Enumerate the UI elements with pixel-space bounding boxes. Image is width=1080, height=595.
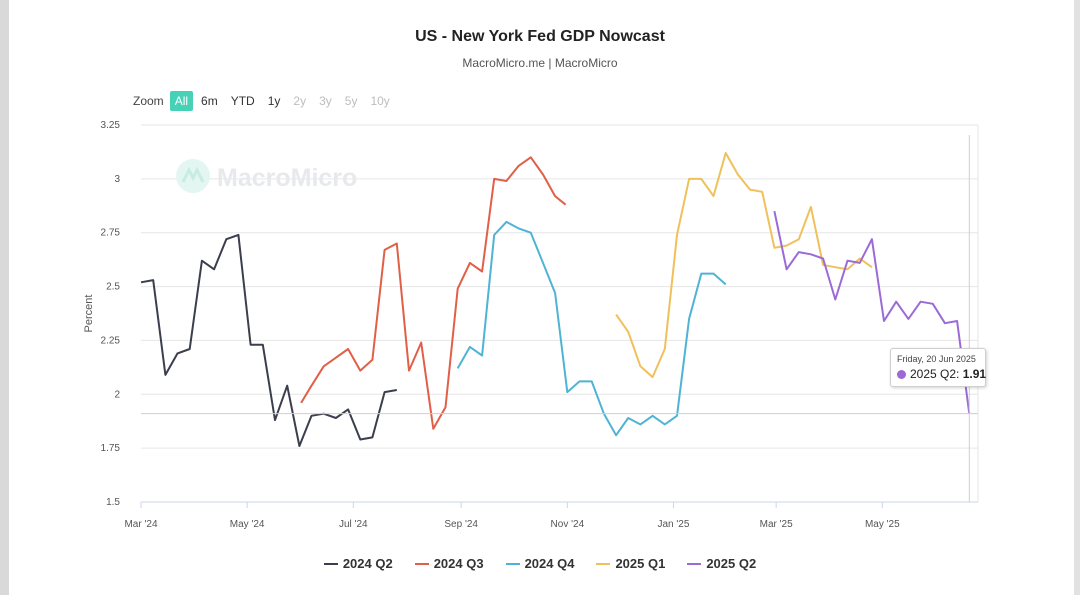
legend-label: 2024 Q2 [342, 556, 393, 571]
x-tick-label: Sep '24 [444, 519, 478, 530]
series-line-2024-q4[interactable] [456, 220, 727, 437]
y-tick-label: 3 [114, 174, 120, 185]
series-lines[interactable] [140, 152, 971, 447]
zoom-button-2y[interactable]: 2y [293, 94, 307, 108]
tooltip: Friday, 20 Jun 2025 2025 Q2: 1.91 [890, 348, 986, 387]
zoom-button-all[interactable]: All [169, 91, 194, 111]
series-line-2024-q3[interactable] [300, 156, 567, 430]
y-tick-label: 2.25 [101, 335, 121, 346]
x-tick-label: May '24 [230, 519, 265, 530]
x-tick-label: Nov '24 [551, 519, 585, 530]
y-axis-title: Percent [83, 295, 95, 333]
zoom-button-3y[interactable]: 3y [319, 94, 332, 108]
legend-item-2024-q4[interactable]: 2024 Q4 [505, 556, 575, 571]
y-tick-label: 1.75 [101, 443, 121, 454]
axes: 1.5 1.75 2 2.25 2.5 2.75 3 3.25 Mar '24 May '24 Ju… [83, 120, 978, 530]
watermark-text: MacroMicro [217, 164, 357, 192]
legend-label: 2024 Q4 [524, 556, 575, 571]
series-line-2025-q2[interactable] [773, 210, 971, 414]
x-tick-label: Jan '25 [658, 519, 690, 530]
series-line-2025-q1[interactable] [615, 152, 873, 379]
tooltip-row: 2025 Q2: 1.91 [897, 367, 986, 381]
x-tick-label: Mar '25 [760, 519, 793, 530]
screenshot-frame-right [1074, 0, 1080, 595]
chart-subtitle: MacroMicro.me | MacroMicro [462, 56, 618, 70]
tooltip-series-label: 2025 Q2: [910, 367, 963, 381]
legend-label: 2024 Q3 [433, 556, 484, 571]
legend-swatch [505, 562, 520, 565]
screenshot-frame-left [0, 0, 9, 595]
y-tick-label: 1.5 [106, 497, 120, 508]
tooltip-date: Friday, 20 Jun 2025 [897, 354, 976, 364]
tooltip-value: 1.91 [962, 367, 987, 381]
zoom-label: Zoom [133, 94, 164, 108]
legend-label: 2025 Q1 [615, 556, 666, 571]
y-tick-label: 3.25 [101, 120, 121, 131]
highlight [141, 135, 978, 502]
x-tick-label: Mar '24 [124, 519, 157, 530]
zoom-button-1y[interactable]: 1y [267, 94, 281, 108]
zoom-bar: Zoom All 6m YTD 1y 2y 3y 5y 10y [133, 90, 398, 112]
legend-swatch [596, 562, 611, 565]
legend-item-2024-q3[interactable]: 2024 Q3 [414, 556, 484, 571]
y-tick-label: 2 [114, 389, 120, 400]
watermark-logo-mark-icon [181, 166, 205, 183]
legend-label: 2025 Q2 [706, 556, 757, 571]
legend-item-2025-q2[interactable]: 2025 Q2 [687, 556, 756, 571]
legend-item-2025-q1[interactable]: 2025 Q1 [596, 556, 665, 571]
zoom-button-6m[interactable]: 6m [201, 94, 218, 108]
x-tick-label: May '25 [865, 519, 900, 530]
legend-swatch [687, 562, 702, 565]
zoom-button-ytd[interactable]: YTD [230, 94, 255, 108]
x-tick-label: Jul '24 [339, 519, 368, 530]
tooltip-series-dot-icon [897, 370, 906, 379]
zoom-button-5y[interactable]: 5y [344, 94, 358, 108]
legend-item-2024-q2[interactable]: 2024 Q2 [323, 556, 393, 571]
legend: 2024 Q2 2024 Q3 2024 Q4 2025 Q1 2025 Q2 [0, 556, 1080, 571]
legend-swatch [414, 562, 429, 565]
y-tick-label: 2.5 [106, 282, 120, 293]
legend-swatch [323, 562, 338, 565]
y-tick-label: 2.75 [101, 228, 121, 239]
series-line-2024-q2[interactable] [140, 233, 397, 447]
watermark: MacroMicro [176, 159, 357, 193]
zoom-button-10y[interactable]: 10y [370, 94, 390, 108]
chart-title: US - New York Fed GDP Nowcast [415, 28, 665, 45]
